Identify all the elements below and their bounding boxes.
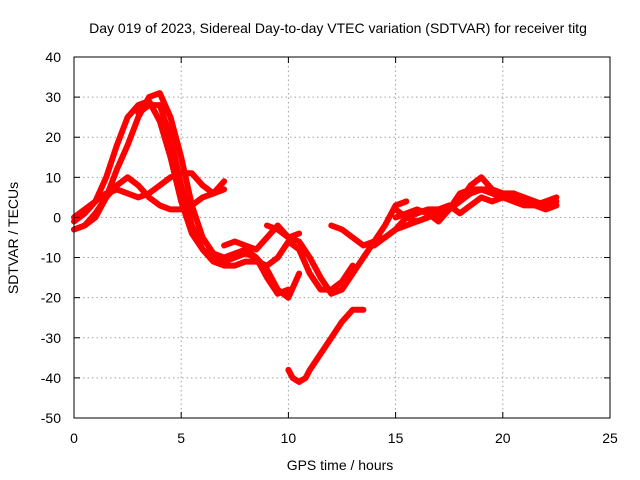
series-track-3 (135, 102, 356, 293)
y-tick-label: 20 (45, 129, 61, 145)
x-axis-label: GPS time / hours (287, 457, 394, 473)
x-tick-label: 5 (177, 430, 185, 446)
series-track-7 (264, 198, 410, 297)
series-track-8 (285, 306, 367, 385)
series-track-4 (71, 174, 228, 233)
y-tick-label: 10 (45, 169, 61, 185)
y-tick-label: -50 (41, 410, 61, 426)
x-tick-labels: 0 5 10 15 20 25 (70, 430, 618, 446)
tick-marks (73, 56, 611, 419)
y-tick-labels: -50 -40 -30 -20 -10 0 10 20 30 40 (41, 49, 61, 426)
x-tick-label: 10 (281, 430, 297, 446)
series-track-13 (435, 174, 560, 221)
x-tick-label: 25 (602, 430, 618, 446)
y-tick-label: -30 (41, 330, 61, 346)
x-tick-label: 15 (388, 430, 404, 446)
y-tick-label: -20 (41, 290, 61, 306)
chart-title: Day 019 of 2023, Sidereal Day-to-day VTE… (89, 20, 587, 36)
y-axis-label: SDTVAR / TECUs (5, 182, 21, 294)
y-tick-label: 30 (45, 89, 61, 105)
series-track-5 (71, 170, 228, 221)
y-tick-label: 40 (45, 49, 61, 65)
plot-frame (73, 56, 611, 419)
x-tick-label: 20 (495, 430, 511, 446)
series-layer (71, 90, 560, 385)
y-tick-label: -10 (41, 250, 61, 266)
series-track-11 (392, 186, 560, 225)
y-tick-label: 0 (53, 209, 61, 225)
x-tick-label: 0 (70, 430, 78, 446)
y-tick-label: -40 (41, 370, 61, 386)
